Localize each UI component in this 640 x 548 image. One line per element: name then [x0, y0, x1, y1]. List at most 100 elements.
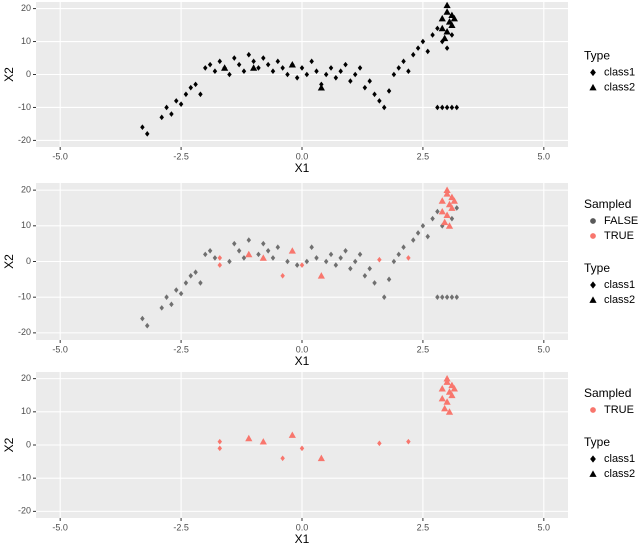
legend-key	[590, 68, 596, 77]
legend-key	[589, 470, 597, 477]
data-point	[285, 71, 290, 78]
data-point	[193, 81, 198, 88]
legend-label: TRUE	[604, 230, 634, 242]
data-point	[174, 98, 179, 104]
data-point	[183, 91, 189, 98]
x-tick-label: 5.0	[538, 344, 551, 354]
data-point	[449, 294, 455, 300]
data-point	[401, 244, 406, 251]
data-point	[198, 91, 203, 98]
data-point	[445, 408, 454, 415]
data-point	[396, 65, 401, 71]
data-point	[443, 186, 451, 194]
legend-title: Type	[584, 49, 610, 63]
data-point	[444, 45, 450, 51]
data-point	[410, 237, 416, 243]
data-point	[207, 247, 213, 254]
x-tick-label: -2.5	[173, 151, 189, 161]
data-point	[438, 197, 446, 204]
legend-label: class2	[604, 81, 635, 93]
data-point	[348, 265, 353, 272]
data-point	[261, 55, 266, 61]
data-point	[294, 262, 300, 268]
data-point	[381, 104, 387, 111]
data-point	[448, 204, 456, 211]
data-point	[435, 25, 440, 32]
data-point	[391, 258, 397, 265]
data-point	[299, 445, 305, 452]
data-point	[420, 38, 426, 45]
data-point	[406, 438, 411, 445]
data-point	[280, 65, 285, 71]
data-point	[236, 247, 242, 254]
data-point	[261, 240, 266, 247]
legend-label: class1	[604, 279, 635, 291]
x-tick-label: 5.0	[538, 522, 551, 532]
data-point	[396, 251, 401, 258]
data-point	[415, 45, 421, 51]
y-axis-title: X2	[2, 254, 16, 269]
data-point	[415, 230, 421, 236]
data-point	[309, 244, 314, 251]
x-axis-title: X1	[295, 354, 310, 368]
x-tick-label: -5.0	[52, 344, 68, 354]
data-point	[357, 65, 363, 71]
data-point	[443, 28, 451, 35]
data-point	[232, 55, 237, 61]
data-point	[449, 32, 455, 38]
data-point	[438, 14, 446, 22]
x-tick-label: 0.0	[296, 344, 309, 354]
data-point	[443, 378, 451, 385]
legend-key	[590, 455, 596, 463]
data-point	[444, 294, 450, 300]
data-point	[314, 68, 319, 75]
data-point	[270, 68, 276, 75]
legend-label: class1	[604, 453, 635, 465]
data-point	[203, 251, 208, 258]
data-point	[159, 305, 164, 311]
data-point	[425, 48, 430, 55]
data-point	[265, 247, 271, 254]
data-point	[251, 58, 256, 65]
data-point	[217, 438, 223, 445]
data-point	[164, 294, 169, 300]
data-point	[144, 322, 150, 329]
data-point	[435, 294, 440, 300]
y-tick-label: -20	[18, 135, 31, 145]
y-tick-label: 0	[26, 256, 31, 266]
data-point	[259, 438, 267, 445]
y-tick-label: -20	[18, 506, 31, 516]
data-point	[435, 208, 440, 215]
x-tick-label: 2.5	[417, 344, 430, 354]
data-point	[144, 131, 150, 137]
data-point	[241, 255, 247, 261]
legend-title: Sampled	[584, 386, 631, 400]
data-point	[454, 205, 460, 211]
y-tick-label: 20	[21, 185, 31, 195]
data-point	[299, 65, 305, 71]
x-tick-label: 0.0	[296, 151, 309, 161]
data-point	[333, 74, 339, 81]
data-point	[169, 111, 174, 117]
data-point	[377, 440, 382, 447]
x-tick-label: -5.0	[52, 522, 68, 532]
data-point	[348, 78, 353, 84]
data-point	[217, 58, 223, 65]
legend-key	[590, 233, 596, 239]
data-point	[323, 258, 329, 265]
data-point	[317, 272, 325, 279]
data-point	[406, 68, 411, 75]
data-point	[174, 287, 179, 293]
data-point	[449, 104, 455, 111]
legend-key	[590, 407, 596, 413]
data-point	[212, 68, 218, 75]
data-point	[256, 251, 261, 258]
data-point	[425, 233, 430, 240]
data-point	[198, 280, 203, 286]
data-point	[203, 65, 208, 71]
data-point	[217, 262, 223, 268]
data-point	[241, 68, 247, 75]
data-point	[438, 24, 446, 32]
data-point	[275, 244, 281, 251]
